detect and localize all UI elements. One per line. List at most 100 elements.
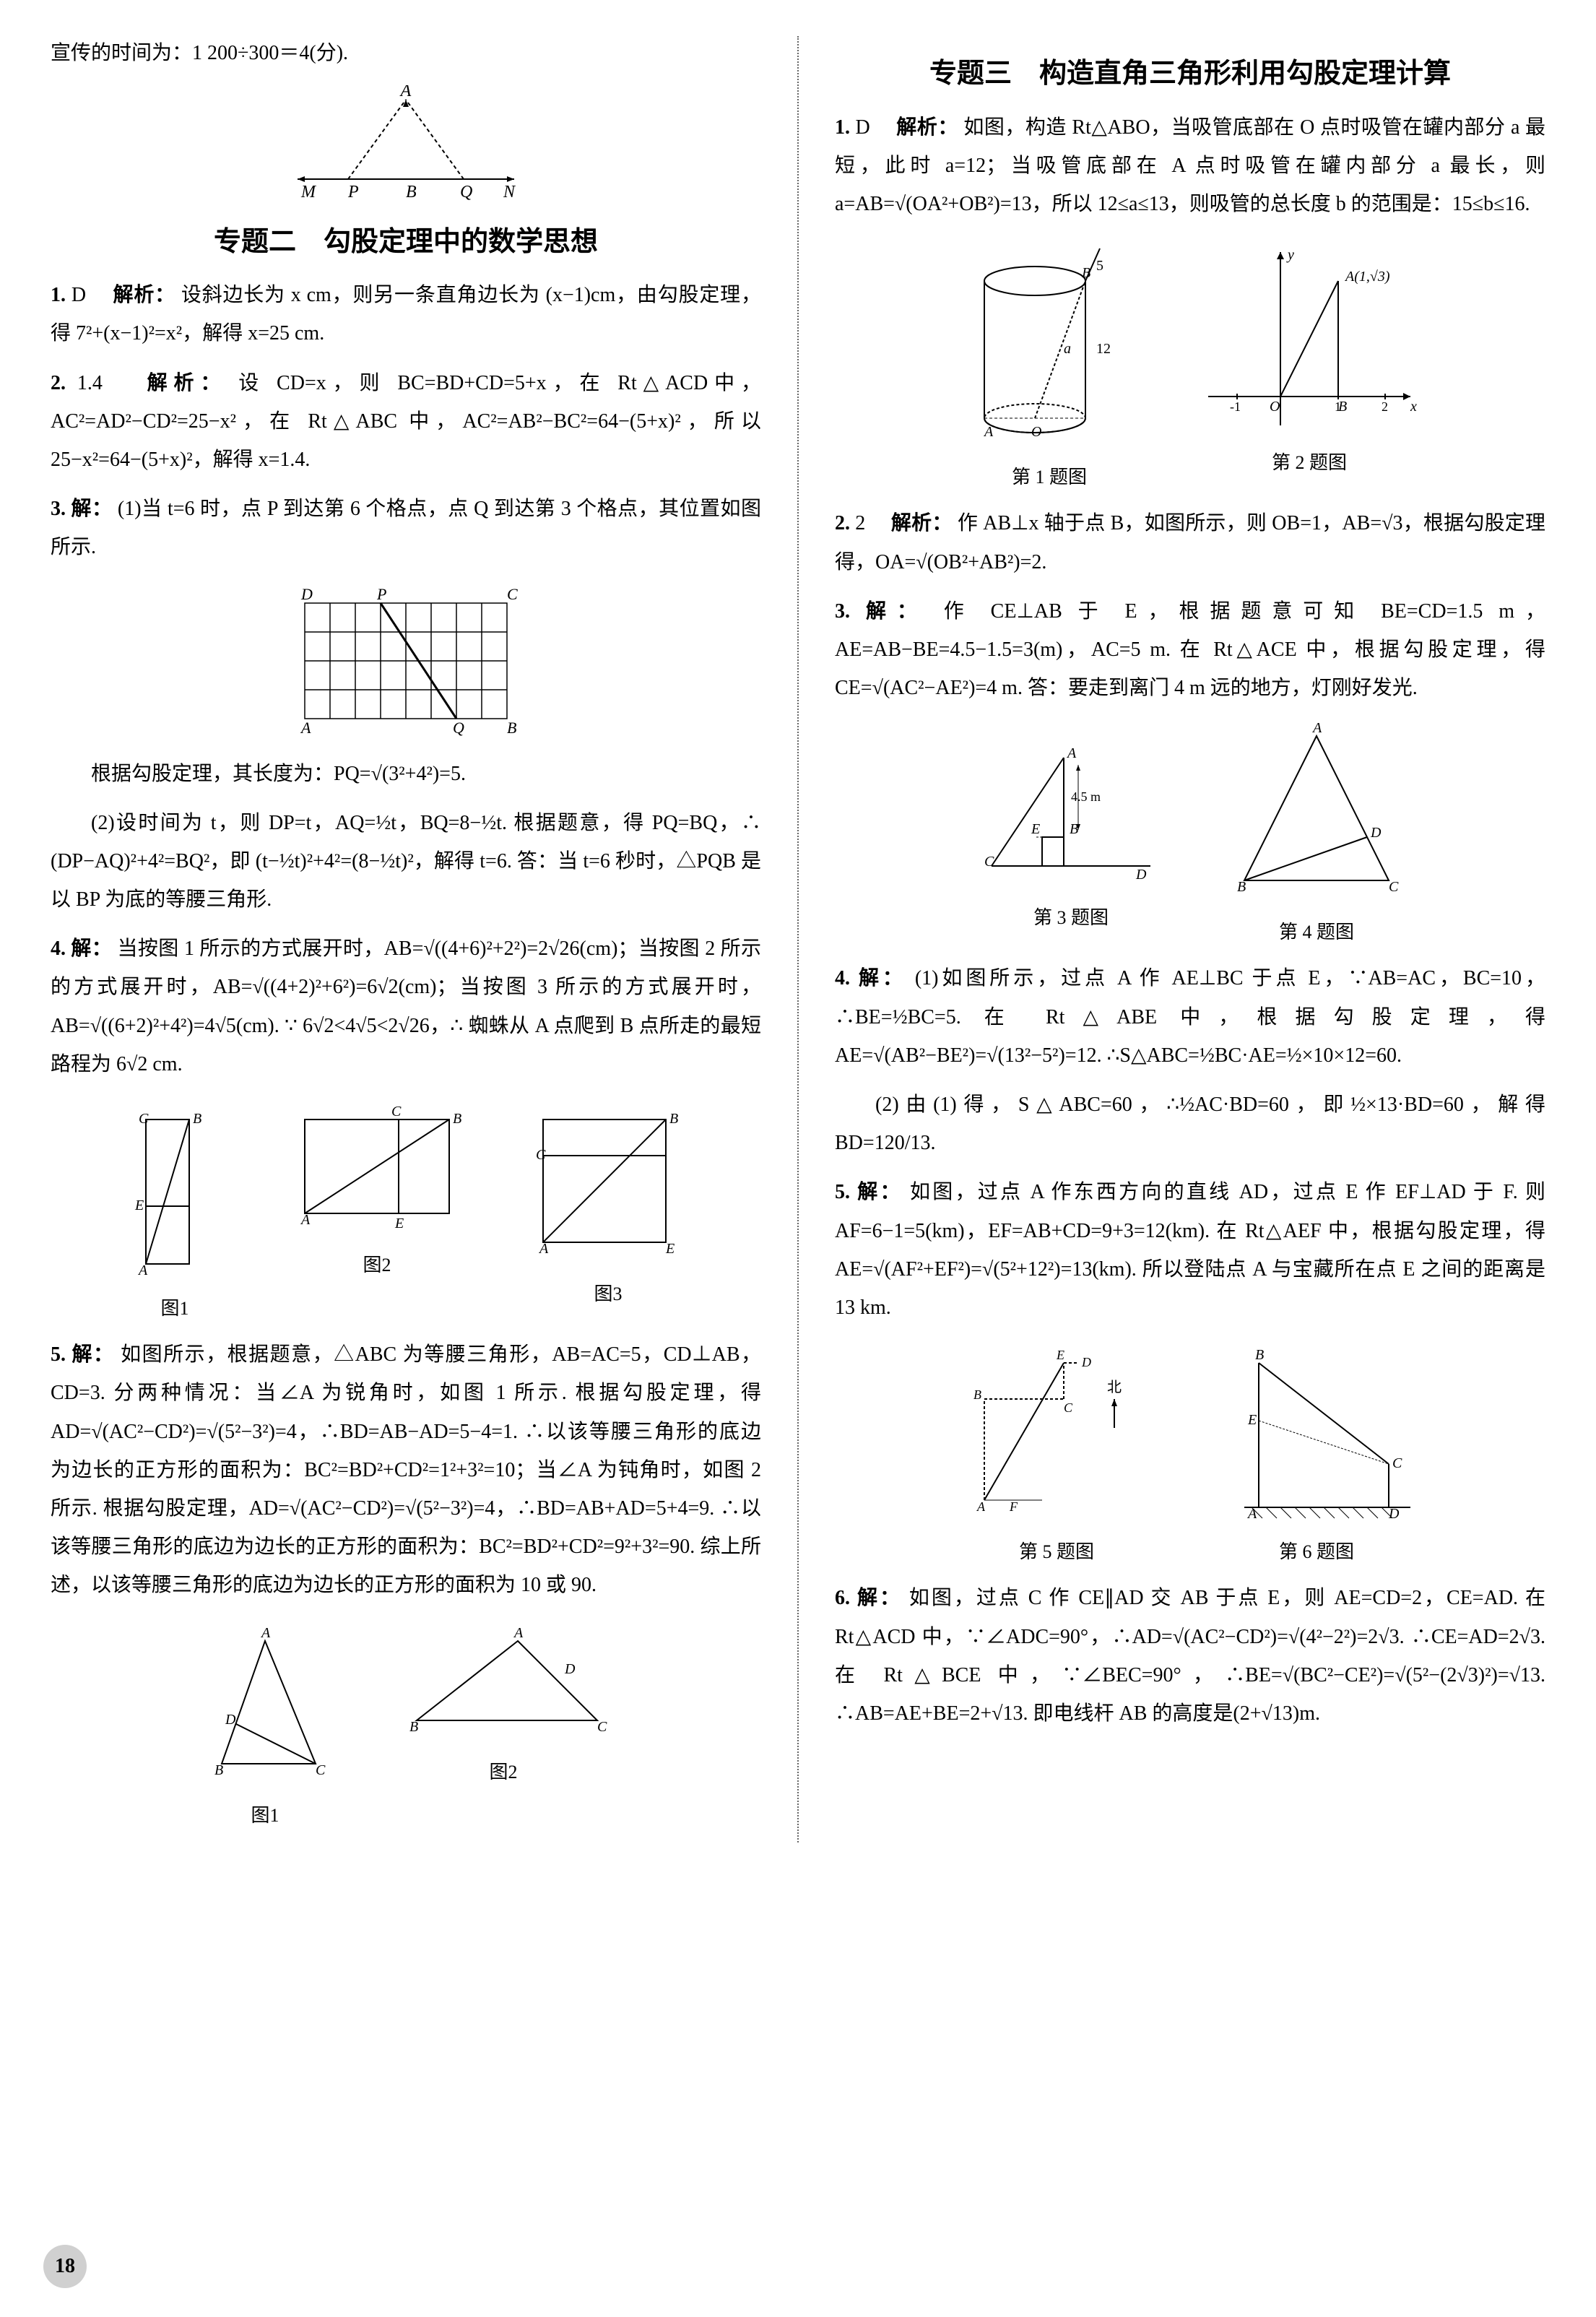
problem-5: 5. 解： 如图所示，根据题意，△ABC 为等腰三角形，AB=AC=5，CD⊥A… [51, 1335, 761, 1604]
problem-num: 2. [51, 372, 66, 394]
svg-text:B: B [214, 1762, 223, 1778]
answer: D [71, 284, 86, 306]
problem-text: (2)设时间为 t，则 DP=t，AQ=½t，BQ=8−½t. 根据题意，得 P… [51, 812, 761, 911]
right-column: 专题三 构造直角三角形利用勾股定理计算 1. D 解析： 如图，构造 Rt△AB… [828, 36, 1553, 1842]
svg-text:E: E [665, 1241, 675, 1257]
label: 解： [71, 937, 112, 960]
svg-text:A: A [399, 85, 412, 100]
svg-text:O: O [1270, 399, 1280, 415]
svg-text:B: B [406, 183, 417, 201]
svg-text:C: C [1064, 1400, 1073, 1415]
figure-caption: 第 6 题图 [1197, 1536, 1436, 1568]
label: 解析： [891, 512, 953, 534]
problem-num: 5. [835, 1181, 850, 1203]
svg-text:B: B [669, 1111, 678, 1127]
r-figures-5-6: A B C D E F 北 第 5 题图 [835, 1338, 1545, 1568]
label: 解： [71, 498, 112, 520]
svg-text:C: C [597, 1719, 607, 1735]
svg-text:A: A [1246, 1506, 1257, 1522]
intro-figure: A M P B Q N [51, 82, 761, 204]
svg-text:A: A [300, 1212, 311, 1228]
svg-text:D: D [300, 585, 313, 603]
svg-text:D: D [1388, 1506, 1400, 1522]
label: 解： [857, 1181, 903, 1203]
figure-caption: 第 4 题图 [1212, 917, 1421, 948]
svg-text:Q: Q [453, 719, 464, 737]
door-light-diagram-icon: A B C D E 4.5 m [970, 722, 1172, 895]
svg-text:B: B [1237, 879, 1246, 895]
figure-caption: 第 1 题图 [945, 462, 1154, 493]
triangle-diagram-icon: A M P B Q N [276, 85, 536, 201]
label: 解析： [147, 372, 227, 394]
problem-3-cont2: (2)设时间为 t，则 DP=t，AQ=½t，BQ=8−½t. 根据题意，得 P… [51, 804, 761, 919]
svg-text:E: E [1247, 1412, 1257, 1428]
svg-text:-1: -1 [1230, 399, 1241, 414]
svg-text:C: C [391, 1104, 402, 1119]
figure-caption: 图1 [182, 1800, 348, 1832]
pole-diagram-icon: B E A C D [1208, 1341, 1425, 1529]
unfold-diagram-3-icon: B C A E [521, 1098, 695, 1271]
r-problem-4-cont: (2)由(1)得，S△ABC=60，∴½AC·BD=60，即½×13·BD=60… [835, 1086, 1545, 1162]
label: 解： [857, 1587, 902, 1609]
label: 解析： [113, 284, 175, 306]
r-problem-1: 1. D 解析： 如图，构造 Rt△ABO，当吸管底部在 O 点时吸管在罐内部分… [835, 108, 1545, 224]
svg-text:C: C [316, 1762, 326, 1778]
problem-text: (1)如图所示，过点 A 作 AE⊥BC 于点 E，∵AB=AC，BC=10，∴… [835, 967, 1545, 1066]
triangle-altitude-icon: A B C D [1223, 722, 1410, 909]
label: 解： [866, 600, 928, 623]
svg-text:A: A [300, 719, 311, 737]
problem-text: 如图，过点 C 作 CE∥AD 交 AB 于点 E，则 AE=CD=2，CE=A… [835, 1587, 1545, 1725]
svg-text:5: 5 [1096, 258, 1103, 274]
answer: 2 [855, 512, 865, 534]
answer: D [856, 116, 870, 139]
column-divider [797, 36, 799, 1842]
problem-text: 作 CE⊥AB 于 E，根据题意可知 BE=CD=1.5 m，AE=AB−BE=… [835, 600, 1545, 699]
svg-text:A: A [1066, 745, 1077, 761]
problem-num: 4. [835, 967, 850, 989]
r-problem-2: 2. 2 解析： 作 AB⊥x 轴于点 B，如图所示，则 OB=1，AB=√3，… [835, 504, 1545, 581]
label: 解： [859, 967, 906, 989]
svg-text:4.5 m: 4.5 m [1071, 789, 1101, 804]
svg-text:Q: Q [460, 183, 472, 201]
label: 解： [72, 1343, 115, 1366]
svg-text:B: B [409, 1719, 418, 1735]
r-figures-3-4: A B C D E 4.5 m 第 3 题图 [835, 718, 1545, 948]
svg-text:P: P [347, 183, 359, 201]
problem-num: 2. [835, 512, 850, 534]
r-figures-1-2: B A O a 5 12 第 1 题图 [835, 234, 1545, 493]
coordinate-diagram-icon: A(1,√3) B O x y -1 1 2 [1194, 238, 1425, 440]
problem-num: 4. [51, 937, 66, 960]
problem-2: 2. 1.4 解析： 设 CD=x，则 BC=BD+CD=5+x，在 Rt△AC… [51, 364, 761, 480]
svg-text:A: A [983, 424, 994, 440]
problem-3-figure: D P C A Q B [51, 578, 761, 744]
figure-caption: 图1 [106, 1293, 243, 1325]
svg-text:C: C [1392, 1455, 1402, 1471]
problem-4-figures: B C E A 图1 C B A E [51, 1094, 761, 1325]
svg-text:C: C [139, 1111, 149, 1127]
problem-num: 6. [835, 1587, 850, 1609]
svg-text:D: D [1081, 1355, 1091, 1369]
svg-text:1: 1 [1335, 399, 1341, 414]
svg-text:A: A [513, 1625, 524, 1641]
svg-text:A: A [538, 1241, 549, 1257]
svg-text:A: A [260, 1625, 271, 1641]
svg-text:y: y [1286, 247, 1294, 263]
answer: 1.4 [77, 372, 103, 394]
svg-text:A: A [1311, 722, 1322, 736]
unfold-diagram-2-icon: C B A E [283, 1098, 471, 1242]
cylinder-diagram-icon: B A O a 5 12 [955, 238, 1143, 454]
svg-text:C: C [507, 585, 518, 603]
intro-text: 宣传的时间为：1 200÷300＝4(分). [51, 36, 761, 71]
problem-num: 3. [835, 600, 850, 623]
svg-text:E: E [134, 1198, 144, 1213]
problem-text: (2)由(1)得，S△ABC=60，∴½AC·BD=60，即½×13·BD=60… [835, 1093, 1545, 1154]
problem-text: 如图所示，根据题意，△ABC 为等腰三角形，AB=AC=5，CD⊥AB，CD=3… [51, 1343, 761, 1596]
svg-text:C: C [1389, 879, 1399, 895]
problem-num: 3. [51, 498, 66, 520]
figure-caption: 第 5 题图 [945, 1536, 1168, 1568]
svg-text:北: 北 [1107, 1379, 1122, 1395]
figure-caption: 图2 [272, 1250, 482, 1281]
figure-caption: 图2 [377, 1757, 630, 1788]
svg-text:B: B [453, 1111, 461, 1127]
problem-text: 当按图 1 所示的方式展开时，AB=√((4+6)²+2²)=2√26(cm)；… [51, 937, 761, 1075]
